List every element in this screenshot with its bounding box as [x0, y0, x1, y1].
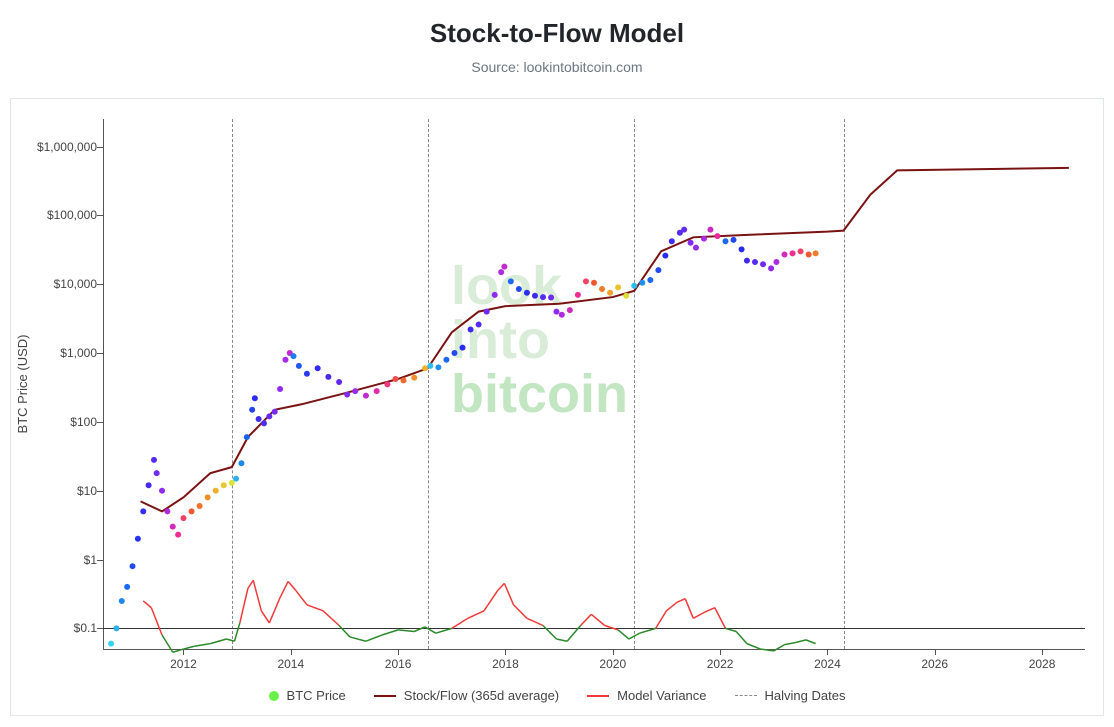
x-tick-label: 2014 — [277, 657, 304, 671]
legend: BTC Price Stock/Flow (365d average) Mode… — [11, 688, 1103, 703]
legend-label: Halving Dates — [765, 688, 846, 703]
legend-variance[interactable]: Model Variance — [587, 688, 706, 703]
y-tick-label: $10 — [17, 484, 97, 498]
x-tick-label: 2016 — [385, 657, 412, 671]
legend-label: Model Variance — [617, 688, 706, 703]
legend-stock-flow[interactable]: Stock/Flow (365d average) — [374, 688, 559, 703]
x-tick-label: 2022 — [707, 657, 734, 671]
plot-area[interactable] — [103, 119, 1085, 649]
x-tick-label: 2020 — [599, 657, 626, 671]
x-tick-label: 2028 — [1029, 657, 1056, 671]
y-tick-label: $1 — [17, 553, 97, 567]
btc-price-scatter — [103, 119, 1085, 649]
dashed-line-icon — [735, 695, 757, 696]
y-tick-label: $100,000 — [17, 208, 97, 222]
legend-btc-price[interactable]: BTC Price — [269, 688, 346, 703]
chart-title: Stock-to-Flow Model — [0, 0, 1114, 49]
x-tick-label: 2012 — [170, 657, 197, 671]
y-tick-label: $1,000 — [17, 346, 97, 360]
line-icon — [587, 695, 609, 697]
circle-icon — [269, 691, 279, 701]
legend-halving[interactable]: Halving Dates — [735, 688, 846, 703]
x-axis — [103, 649, 1085, 650]
x-tick-label: 2018 — [492, 657, 519, 671]
legend-label: Stock/Flow (365d average) — [404, 688, 559, 703]
x-tick-label: 2026 — [921, 657, 948, 671]
y-tick-label: $10,000 — [17, 277, 97, 291]
chart-subtitle: Source: lookintobitcoin.com — [0, 49, 1114, 75]
legend-label: BTC Price — [287, 688, 346, 703]
chart-container: BTC Price (USD) look into bitcoin $0.1$1… — [10, 98, 1104, 716]
y-tick-label: $100 — [17, 415, 97, 429]
y-tick-label: $1,000,000 — [17, 140, 97, 154]
variance-line — [103, 119, 1085, 649]
line-icon — [374, 695, 396, 697]
stock-flow-line — [103, 119, 1085, 649]
x-tick-label: 2024 — [814, 657, 841, 671]
y-tick-label: $0.1 — [17, 621, 97, 635]
